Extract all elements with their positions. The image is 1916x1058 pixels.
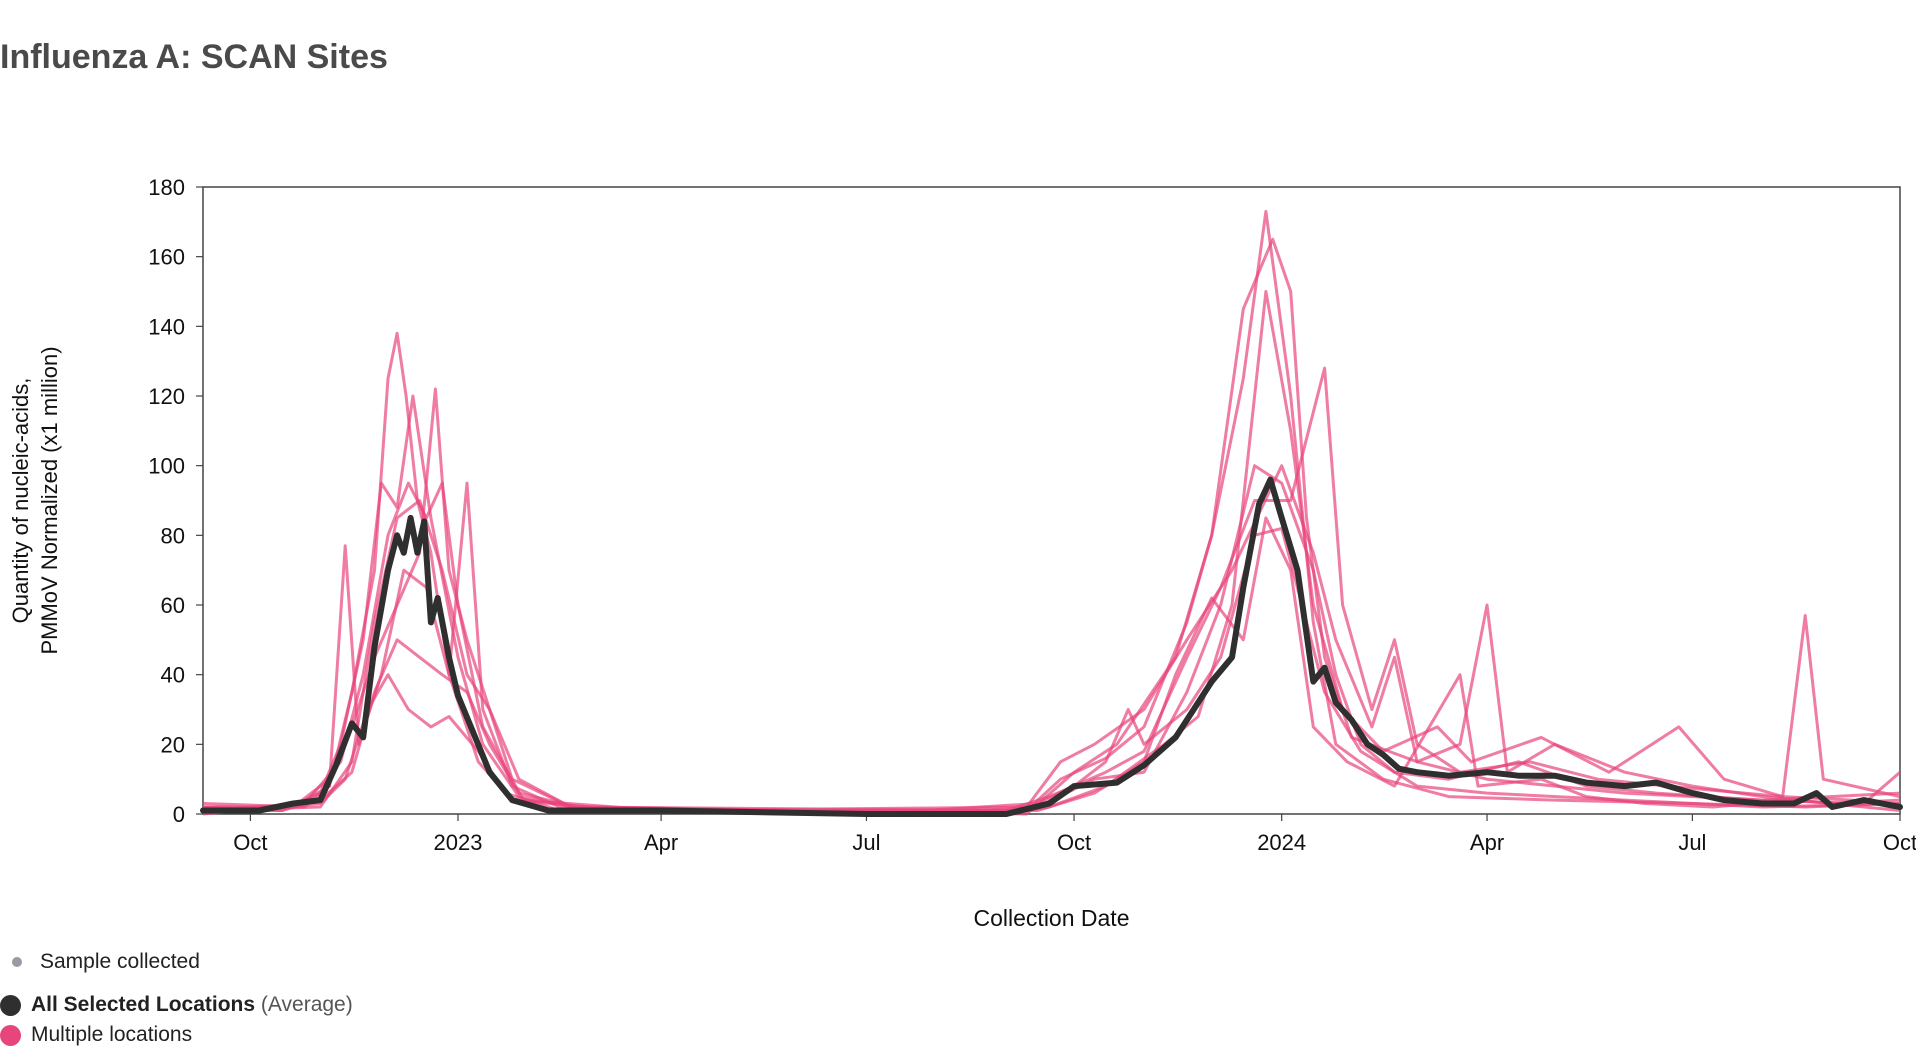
legend-average-label: All Selected Locations [31,993,256,1016]
location-series-line [202,464,1901,812]
y-tick-label: 40 [161,663,185,688]
x-tick-label: 2023 [434,830,483,855]
y-tick-label: 120 [148,384,185,409]
sample-dot-icon [12,957,22,968]
x-tick-label: Apr [1470,830,1504,855]
y-tick-label: 100 [148,454,185,479]
y-tick-label: 20 [161,732,185,757]
x-tick-label: Apr [644,830,678,855]
x-tick-label: Jul [852,830,880,855]
legend-multiple-locations[interactable]: Multiple locations [0,1023,192,1047]
average-dot-icon [0,994,21,1016]
location-series-line [203,209,1901,812]
y-tick-label: 80 [161,523,185,548]
legend-average-suffix: (Average) [260,993,353,1016]
x-tick-label: Oct [1057,830,1091,855]
y-tick-label: 160 [148,245,185,270]
x-tick-label: Oct [1883,830,1916,855]
y-tick-label: 180 [148,175,185,200]
y-axis-label: PMMoV Normalized (x1 million) [37,346,62,654]
legend-multi-label: Multiple locations [31,1023,193,1046]
location-series-line [202,290,1901,816]
y-tick-label: 140 [148,314,185,339]
legend-sample-collected: Sample collected [12,950,200,974]
x-tick-label: 2024 [1257,830,1306,855]
legend-sample-label: Sample collected [40,950,200,973]
locations-dot-icon [0,1024,21,1046]
location-series-line [202,516,1901,812]
location-series-line [202,464,1901,816]
average-series-line [200,476,1903,817]
y-tick-label: 0 [173,802,185,827]
x-tick-label: Oct [233,830,267,855]
x-axis-label: Collection Date [974,905,1130,931]
chart-title: Influenza A: SCAN Sites [0,38,388,76]
legend-average[interactable]: All Selected Locations (Average) [0,993,353,1017]
y-axis-label: Quantity of nucleic-acids, [8,378,33,624]
y-tick-label: 60 [161,593,185,618]
plot-frame [202,186,1901,815]
x-tick-label: Jul [1678,830,1706,855]
location-series-line [202,526,1901,816]
